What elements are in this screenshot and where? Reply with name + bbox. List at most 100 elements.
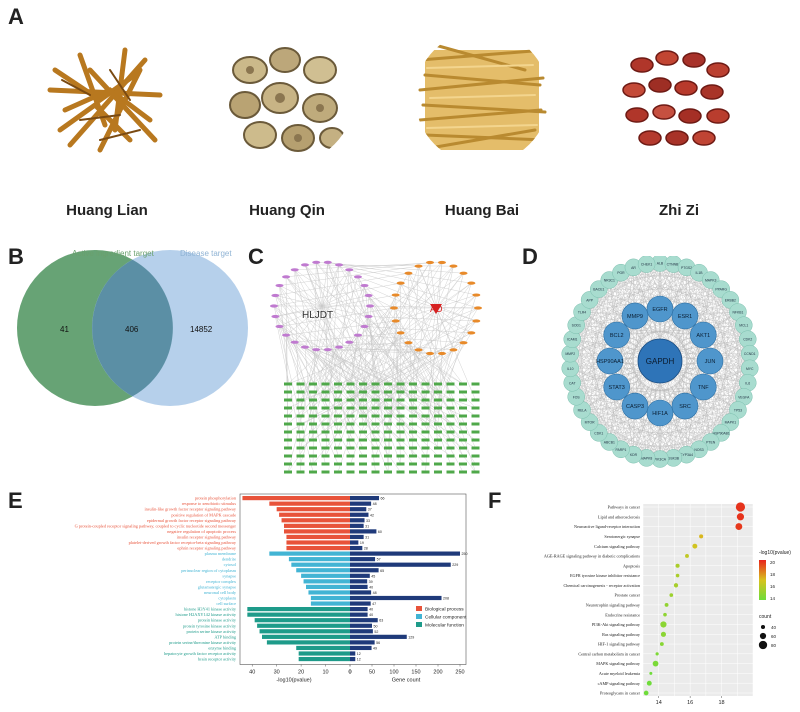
go-pvalue-bar xyxy=(255,618,350,622)
svg-text:ERBB2: ERBB2 xyxy=(725,298,736,302)
network-target-node xyxy=(397,431,405,434)
svg-text:CASP3: CASP3 xyxy=(626,404,644,410)
network-target-node xyxy=(434,391,442,394)
network-target-node xyxy=(409,415,417,418)
network-target-node xyxy=(347,463,355,466)
network-disease-node xyxy=(404,341,412,344)
network-target-node xyxy=(359,439,367,442)
go-term-label: ephrin receptor signaling pathway xyxy=(177,546,236,551)
network-target-node xyxy=(284,423,292,426)
svg-text:ABCB1: ABCB1 xyxy=(604,440,615,444)
go-pvalue-bar xyxy=(262,635,350,639)
go-count-label: 40 xyxy=(369,608,373,612)
go-term-label: cell surface xyxy=(216,601,236,606)
network-target-node xyxy=(397,391,405,394)
network-target-node xyxy=(359,423,367,426)
go-legend-label: Cellular component xyxy=(425,615,467,621)
network-compound-node xyxy=(361,284,369,287)
network-compound-node xyxy=(324,261,332,264)
go-term-label: receptor complex xyxy=(206,579,237,584)
kegg-x-tick: 14 xyxy=(656,700,662,706)
svg-text:PTGS2: PTGS2 xyxy=(681,266,692,270)
network-target-node xyxy=(459,383,467,386)
network-target-node xyxy=(297,391,305,394)
go-count-label: 60 xyxy=(378,530,382,534)
network-target-node xyxy=(472,431,480,434)
kegg-bubble xyxy=(649,672,652,675)
huang-bai-photo xyxy=(415,30,549,164)
kegg-pathway-label: Proteoglycans in cancer xyxy=(600,691,641,696)
go-pvalue-bar xyxy=(257,624,350,628)
network-target-node xyxy=(334,399,342,402)
network-target-node xyxy=(334,407,342,410)
herb-name-huang-lian: Huang Lian xyxy=(22,202,192,219)
go-count-bar xyxy=(350,502,371,506)
network-target-node xyxy=(309,383,317,386)
network-target-node xyxy=(347,391,355,394)
network-target-node xyxy=(372,431,380,434)
network-target-node xyxy=(309,471,317,474)
go-pvalue-bar xyxy=(247,613,350,617)
network-target-node xyxy=(334,391,342,394)
network-target-node xyxy=(434,383,442,386)
go-term-label: protein serine kinase activity xyxy=(186,629,236,634)
network-target-node xyxy=(309,399,317,402)
go-pvalue-bar xyxy=(284,524,350,528)
svg-text:SOD1: SOD1 xyxy=(572,324,581,328)
go-count-bar xyxy=(350,546,362,550)
svg-text:MCL1: MCL1 xyxy=(739,324,748,328)
go-count-bar xyxy=(350,585,368,589)
go-term-label: insulin receptor signaling pathway xyxy=(177,534,237,539)
network-target-node xyxy=(434,399,442,402)
network-target-node xyxy=(347,439,355,442)
network-target-node xyxy=(409,383,417,386)
kegg-pathway-label: Chemical carcinogenesis - receptor activ… xyxy=(563,583,640,588)
kegg-color-tick: 16 xyxy=(770,584,776,589)
network-target-node xyxy=(309,439,317,442)
network-target-node xyxy=(322,463,330,466)
network-compound-node xyxy=(366,304,374,307)
network-target-node xyxy=(422,455,430,458)
kegg-bubble xyxy=(699,534,703,538)
network-target-node xyxy=(384,391,392,394)
network-target-node xyxy=(447,383,455,386)
network-target-node xyxy=(297,431,305,434)
go-term-label: negative regulation of apoptotic process xyxy=(167,529,236,534)
svg-text:CHEK1: CHEK1 xyxy=(641,263,652,267)
go-count-label: 37 xyxy=(368,508,372,512)
go-pvalue-bar xyxy=(269,552,350,556)
network-target-node xyxy=(447,455,455,458)
go-term-label: brain receptor activity xyxy=(198,657,237,662)
kegg-pathway-label: PI3K-Akt signaling pathway xyxy=(592,622,641,627)
ppi-inner-node: SRC xyxy=(672,393,698,419)
network-target-node xyxy=(384,383,392,386)
go-count-label: 42 xyxy=(370,513,374,517)
herb-name-zhi-zi: Zhi Zi xyxy=(594,202,764,219)
svg-text:VEGFA: VEGFA xyxy=(738,395,750,399)
kegg-pathway-label: Neurotrophin signaling pathway xyxy=(586,602,641,607)
kegg-bubble xyxy=(660,621,666,627)
go-count-bar xyxy=(350,618,378,622)
kegg-size-tick: 40 xyxy=(771,625,777,630)
svg-text:ALB: ALB xyxy=(657,262,664,266)
go-count-bar xyxy=(350,540,358,544)
go-term-label: glutamatergic synapse xyxy=(198,584,236,589)
network-target-node xyxy=(309,391,317,394)
network-target-node xyxy=(322,431,330,434)
network-target-node xyxy=(347,447,355,450)
huang-qin-photo xyxy=(220,30,354,164)
network-target-node xyxy=(284,439,292,442)
network-target-node xyxy=(434,415,442,418)
zhi-zi-photo xyxy=(612,30,746,164)
herb-name-huang-bai: Huang Bai xyxy=(397,202,567,219)
svg-text:TP53: TP53 xyxy=(734,409,742,413)
kegg-x-tick: 18 xyxy=(719,700,725,706)
network-target-node xyxy=(322,407,330,410)
network-target-node xyxy=(359,391,367,394)
ppi-outer-node: MMP2 xyxy=(562,345,579,362)
go-pvalue-bar xyxy=(304,579,350,583)
network-compound-node xyxy=(354,275,362,278)
network-target-node xyxy=(284,431,292,434)
go-term-label: platelet-derived growth factor receptor-… xyxy=(129,540,237,545)
